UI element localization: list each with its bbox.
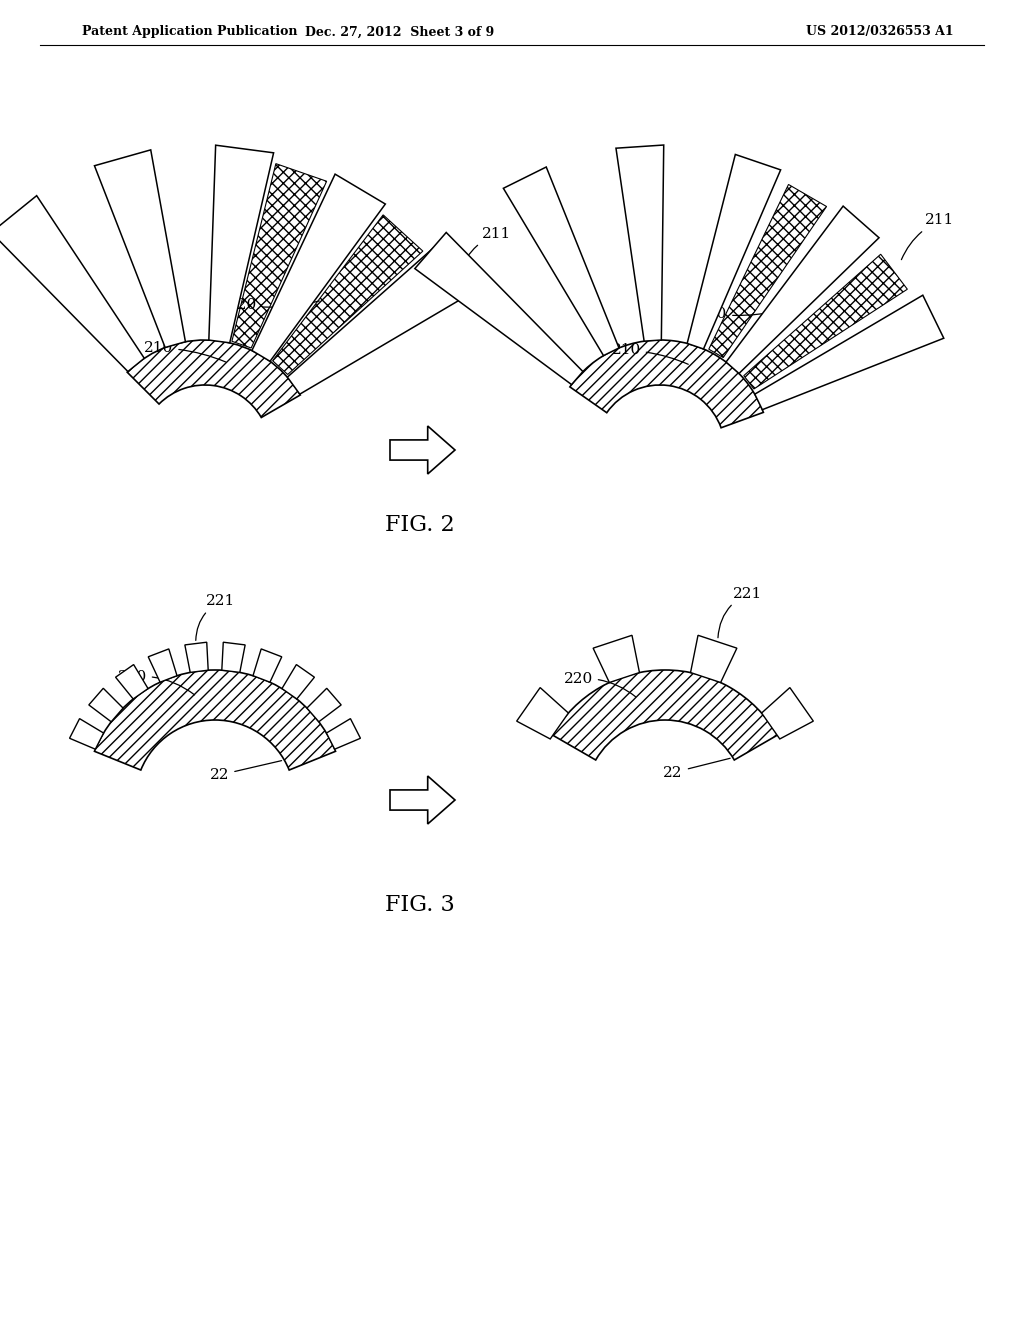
Polygon shape: [231, 164, 327, 348]
Wedge shape: [552, 671, 777, 760]
Text: US 2012/0326553 A1: US 2012/0326553 A1: [806, 25, 953, 38]
Text: FIG. 2: FIG. 2: [385, 513, 455, 536]
Polygon shape: [743, 255, 907, 389]
Text: FIG. 3: FIG. 3: [385, 894, 455, 916]
Polygon shape: [94, 150, 185, 347]
Polygon shape: [616, 145, 664, 341]
Polygon shape: [687, 154, 780, 348]
Polygon shape: [253, 649, 282, 682]
Text: 220: 220: [227, 298, 319, 313]
Polygon shape: [185, 643, 208, 672]
Polygon shape: [222, 643, 245, 672]
Text: 210: 210: [144, 341, 225, 362]
Polygon shape: [415, 232, 583, 384]
Polygon shape: [116, 664, 148, 700]
Polygon shape: [390, 776, 455, 824]
Text: 221: 221: [196, 594, 234, 640]
Polygon shape: [709, 185, 826, 358]
Polygon shape: [504, 168, 618, 355]
Wedge shape: [94, 671, 336, 770]
Text: 220: 220: [698, 306, 784, 321]
Text: 22: 22: [664, 758, 730, 780]
Polygon shape: [517, 688, 568, 739]
Text: 210: 210: [611, 343, 688, 364]
Polygon shape: [593, 635, 639, 682]
Polygon shape: [390, 426, 455, 474]
Polygon shape: [726, 206, 879, 374]
Text: Dec. 27, 2012  Sheet 3 of 9: Dec. 27, 2012 Sheet 3 of 9: [305, 25, 495, 38]
Polygon shape: [0, 195, 144, 371]
Polygon shape: [148, 649, 177, 682]
Text: 22: 22: [210, 760, 282, 781]
Polygon shape: [89, 688, 123, 722]
Polygon shape: [252, 174, 385, 362]
Text: 221: 221: [718, 586, 762, 638]
Text: 220: 220: [118, 669, 195, 694]
Polygon shape: [272, 215, 423, 375]
Polygon shape: [209, 145, 273, 343]
Wedge shape: [127, 341, 300, 417]
Polygon shape: [327, 718, 360, 750]
Polygon shape: [307, 688, 341, 722]
Wedge shape: [570, 341, 763, 428]
Text: 211: 211: [901, 214, 954, 260]
Text: 211: 211: [458, 227, 511, 279]
Polygon shape: [288, 248, 468, 395]
Text: 220: 220: [563, 672, 636, 697]
Polygon shape: [755, 296, 944, 409]
Polygon shape: [282, 664, 314, 700]
Text: Patent Application Publication: Patent Application Publication: [82, 25, 298, 38]
Polygon shape: [70, 718, 103, 750]
Polygon shape: [690, 635, 737, 682]
Polygon shape: [762, 688, 813, 739]
